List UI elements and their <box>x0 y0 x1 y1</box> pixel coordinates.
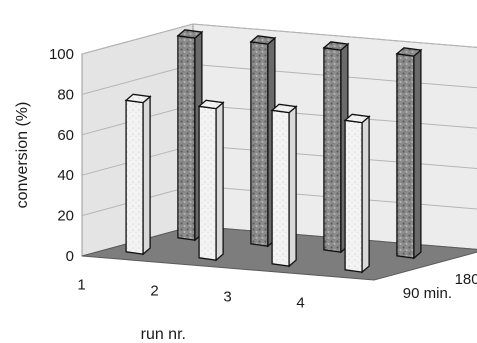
bar-front-face <box>199 106 216 260</box>
x-tick-label: 2 <box>150 283 158 300</box>
bar-front-face <box>251 42 268 246</box>
y-tick-label: 0 <box>66 248 74 265</box>
bar <box>178 30 202 240</box>
y-tick-label: 40 <box>57 167 74 184</box>
bar-front-face <box>126 100 143 254</box>
series-label: 90 min. <box>403 285 452 302</box>
bar <box>126 94 150 254</box>
bar <box>397 48 421 258</box>
bar <box>272 104 296 266</box>
x-axis-title: run nr. <box>141 326 186 343</box>
y-tick-label: 20 <box>57 208 74 225</box>
x-tick-label: 4 <box>296 295 304 312</box>
y-tick-label: 80 <box>57 86 74 103</box>
bar-side-face <box>216 103 223 261</box>
bar <box>199 100 223 260</box>
x-tick-label: 3 <box>223 289 231 306</box>
bar-side-face <box>143 97 150 255</box>
x-tick-label: 1 <box>77 277 85 294</box>
bar-side-face <box>289 107 296 267</box>
bar-front-face <box>397 54 414 258</box>
y-tick-label: 60 <box>57 127 74 144</box>
series-label: 180 min. <box>455 271 477 288</box>
bar <box>345 114 369 272</box>
bar-front-face <box>345 120 362 272</box>
bar <box>324 42 348 252</box>
bar-front-face <box>272 110 289 266</box>
bar-front-face <box>178 36 195 240</box>
bar-side-face <box>362 117 369 273</box>
bar-side-face <box>414 50 421 258</box>
bar-front-face <box>324 48 341 252</box>
bar <box>251 36 275 246</box>
y-tick-label: 100 <box>49 46 74 63</box>
y-axis-title: conversion (%) <box>14 102 31 209</box>
